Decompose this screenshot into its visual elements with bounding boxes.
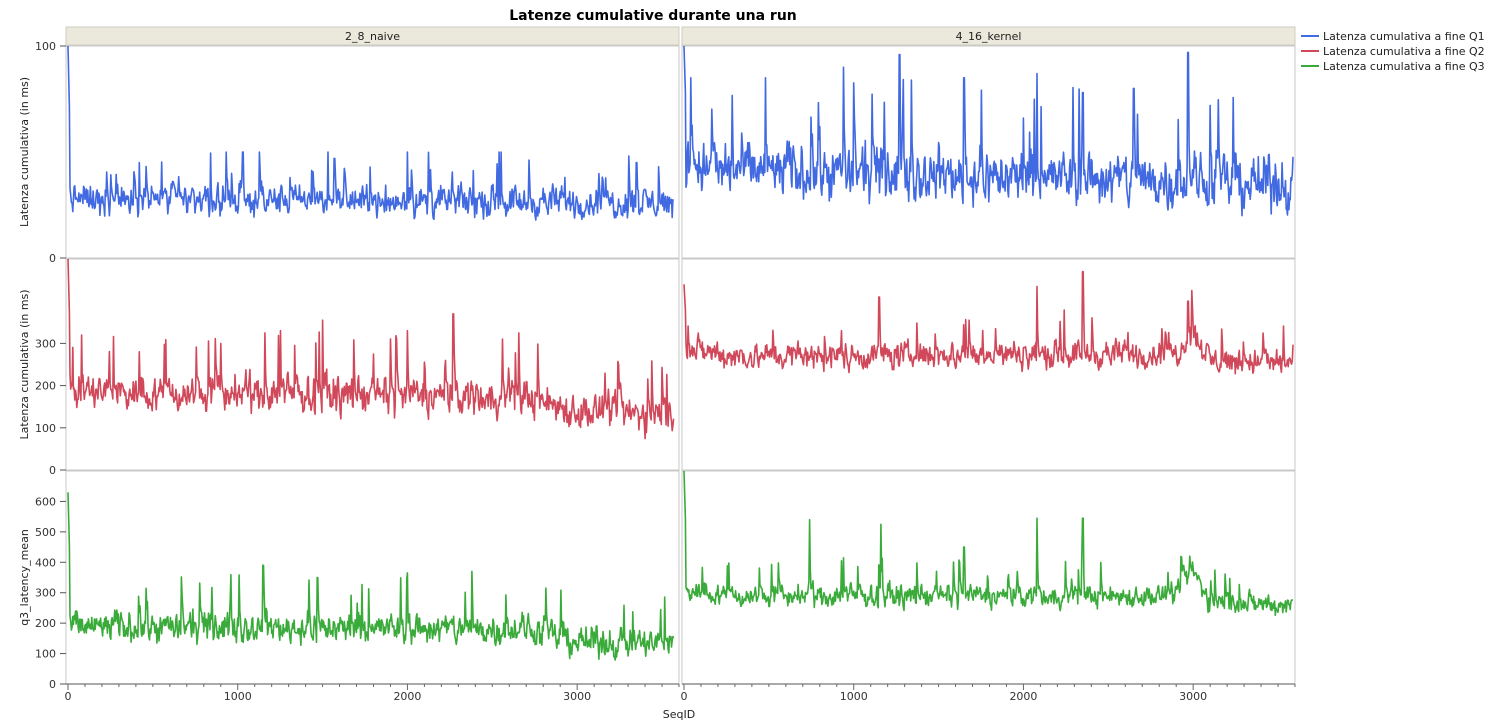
x-tick-label: 1000	[224, 690, 252, 703]
x-axis-col-0: 0 1000 2000 3000	[65, 683, 680, 703]
x-axis-title: SeqID	[663, 708, 695, 721]
y-tick-label: 100	[35, 422, 56, 435]
y-tick-label: 500	[35, 526, 56, 539]
y-tick-label: 600	[35, 495, 56, 508]
chart-panels	[65, 45, 1296, 685]
x-axes: 0 1000 2000 3000 0 1000 2000 3000	[65, 683, 1296, 703]
y-tick-label: 300	[35, 337, 56, 350]
legend-item-q2[interactable]: Latenza cumulativa a fine Q2	[1301, 45, 1485, 58]
x-axis-col-1: 0 1000 2000 3000	[681, 683, 1296, 703]
panel-r2-c1	[681, 470, 1296, 685]
y-axis-row-1: 0 100 200 300 Latenza cumulativa (in ms)	[18, 289, 66, 477]
y-axis-title-row-0: Latenza cumulativa (in ms)	[18, 77, 31, 227]
series-line-r2-c1	[683, 470, 1294, 617]
y-tick-label: 400	[35, 556, 56, 569]
series-line-r0-c0	[67, 45, 675, 221]
legend[interactable]: Latenza cumulativa a fine Q1 Latenza cumu…	[1301, 30, 1485, 73]
series-line-r0-c1	[683, 45, 1294, 217]
x-tick-label: 2000	[393, 690, 421, 703]
legend-label: Latenza cumulativa a fine Q3	[1323, 60, 1485, 73]
facet-header-0	[65, 26, 680, 46]
x-tick-label: 1000	[840, 690, 868, 703]
facet-headers: 2_8_naive 4_16_kernel	[65, 26, 1296, 46]
y-axis-row-0: 0 100 Latenza cumulativa (in ms)	[18, 40, 66, 265]
x-tick-label: 2000	[1009, 690, 1037, 703]
series-line-r2-c0	[67, 492, 675, 661]
panel-r2-c0	[65, 470, 680, 685]
y-tick-label: 100	[35, 40, 56, 53]
panel-r0-c1	[681, 45, 1296, 259]
legend-label: Latenza cumulativa a fine Q1	[1323, 30, 1485, 43]
y-tick-label: 200	[35, 380, 56, 393]
x-tick-label: 3000	[1179, 690, 1207, 703]
chart-title: Latenze cumulative durante una run	[509, 8, 797, 24]
y-tick-label: 100	[35, 648, 56, 661]
y-axis-row-2: 0 100 200 300 400 500 600 q3_latency_mean	[18, 495, 66, 691]
legend-item-q3[interactable]: Latenza cumulativa a fine Q3	[1301, 60, 1485, 73]
series-line-r1-c1	[683, 270, 1294, 375]
legend-label: Latenza cumulativa a fine Q2	[1323, 45, 1485, 58]
y-tick-label: 200	[35, 617, 56, 630]
legend-item-q1[interactable]: Latenza cumulativa a fine Q1	[1301, 30, 1485, 43]
x-tick-label: 0	[65, 690, 72, 703]
x-tick-label: 3000	[563, 690, 591, 703]
y-axis-title-row-2: q3_latency_mean	[18, 529, 31, 626]
y-tick-label: 0	[49, 678, 56, 691]
y-tick-label: 300	[35, 587, 56, 600]
panel-r0-c0	[65, 45, 680, 259]
y-axes: 0 100 Latenza cumulativa (in ms) 0 100 200 300…	[18, 40, 66, 691]
y-tick-label: 0	[49, 252, 56, 265]
panel-r1-c1	[681, 258, 1296, 471]
y-axis-title-row-1: Latenza cumulativa (in ms)	[18, 289, 31, 439]
series-line-r1-c0	[67, 258, 675, 440]
y-tick-label: 0	[49, 464, 56, 477]
facet-label-0: 2_8_naive	[345, 30, 400, 43]
facet-label-1: 4_16_kernel	[956, 30, 1022, 43]
facet-header-1	[681, 26, 1296, 46]
x-tick-label: 0	[681, 690, 688, 703]
panel-r1-c0	[65, 258, 680, 471]
